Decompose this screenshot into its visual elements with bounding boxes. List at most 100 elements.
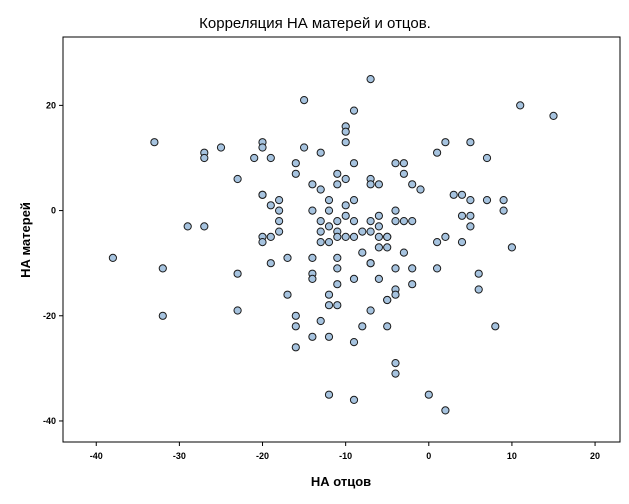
chart-title: Корреляция НА матерей и отцов. bbox=[199, 15, 431, 32]
data-point bbox=[108, 253, 118, 262]
data-point bbox=[275, 206, 284, 215]
data-point bbox=[408, 217, 417, 226]
plot-area-frame bbox=[62, 36, 621, 443]
x-tick-label: -30 bbox=[173, 451, 186, 461]
data-point bbox=[324, 301, 334, 310]
data-point bbox=[374, 274, 383, 283]
data-point bbox=[308, 274, 317, 283]
y-tick-label: 0 bbox=[51, 206, 56, 216]
data-point bbox=[316, 227, 325, 236]
data-point bbox=[200, 222, 209, 231]
data-point bbox=[283, 290, 292, 299]
data-point bbox=[549, 111, 558, 121]
y-tick-label: -20 bbox=[43, 311, 56, 321]
x-axis-label: НА отцов bbox=[311, 474, 371, 489]
data-point bbox=[474, 269, 483, 278]
data-point bbox=[275, 196, 284, 205]
data-point bbox=[391, 206, 400, 215]
x-tick-label: -20 bbox=[256, 451, 269, 461]
data-point bbox=[291, 311, 300, 320]
data-point bbox=[466, 211, 475, 220]
data-point bbox=[341, 201, 350, 210]
data-point bbox=[316, 238, 325, 247]
data-point bbox=[457, 211, 467, 220]
data-point bbox=[233, 306, 242, 315]
data-point bbox=[499, 196, 508, 205]
data-point bbox=[366, 306, 375, 315]
data-point bbox=[275, 217, 284, 226]
data-point bbox=[333, 169, 342, 178]
data-point bbox=[250, 153, 259, 163]
data-point bbox=[433, 264, 442, 273]
data-point bbox=[383, 243, 392, 252]
data-point bbox=[424, 390, 433, 399]
x-tick-label: -10 bbox=[339, 451, 352, 461]
data-point bbox=[466, 222, 475, 231]
data-point bbox=[441, 232, 450, 241]
data-point bbox=[200, 153, 209, 163]
data-point bbox=[333, 217, 342, 226]
data-point bbox=[341, 138, 350, 147]
data-point bbox=[333, 264, 342, 273]
data-point bbox=[216, 143, 226, 152]
data-point bbox=[374, 222, 383, 231]
data-point bbox=[258, 238, 267, 247]
y-tick-label: -40 bbox=[43, 416, 56, 426]
data-point bbox=[457, 190, 467, 199]
data-point bbox=[391, 359, 400, 368]
data-point bbox=[341, 211, 350, 220]
data-point bbox=[366, 180, 375, 189]
data-point bbox=[466, 196, 475, 205]
data-point bbox=[391, 369, 400, 378]
data-point bbox=[291, 343, 300, 352]
data-point bbox=[308, 206, 317, 215]
data-point bbox=[150, 138, 159, 147]
data-point bbox=[408, 180, 417, 189]
x-tick-label: 20 bbox=[590, 451, 600, 461]
data-point bbox=[449, 190, 458, 199]
data-point bbox=[308, 332, 317, 341]
data-point bbox=[341, 127, 350, 136]
data-point bbox=[333, 232, 342, 241]
data-point bbox=[333, 180, 342, 189]
data-point bbox=[324, 222, 334, 231]
data-point bbox=[316, 185, 325, 194]
data-point bbox=[457, 238, 467, 247]
data-point bbox=[266, 259, 275, 268]
data-point bbox=[324, 390, 334, 399]
data-point bbox=[158, 264, 167, 273]
data-point bbox=[158, 311, 167, 320]
data-point bbox=[233, 269, 242, 278]
data-point bbox=[349, 217, 359, 226]
data-point bbox=[474, 285, 483, 294]
data-point bbox=[499, 206, 508, 215]
data-point bbox=[433, 148, 442, 157]
data-point bbox=[383, 232, 392, 241]
data-point bbox=[374, 211, 383, 220]
data-point bbox=[266, 153, 275, 163]
data-point bbox=[391, 159, 400, 168]
data-point bbox=[399, 169, 408, 178]
data-point bbox=[349, 274, 359, 283]
data-point bbox=[366, 217, 375, 226]
data-point bbox=[308, 180, 317, 189]
data-point bbox=[316, 316, 325, 326]
data-point bbox=[275, 227, 284, 236]
data-points bbox=[108, 75, 558, 415]
data-point bbox=[433, 238, 442, 247]
data-point bbox=[283, 253, 292, 262]
data-point bbox=[324, 332, 334, 341]
data-point bbox=[291, 322, 300, 331]
data-point bbox=[358, 248, 367, 257]
data-point bbox=[333, 301, 342, 310]
data-point bbox=[358, 227, 367, 236]
data-point bbox=[349, 106, 359, 115]
data-point bbox=[324, 238, 334, 247]
data-point bbox=[258, 190, 267, 199]
data-point bbox=[491, 322, 500, 331]
data-point bbox=[466, 138, 475, 147]
data-point bbox=[408, 264, 417, 273]
data-point bbox=[416, 185, 425, 194]
x-tick-label: -40 bbox=[90, 451, 103, 461]
